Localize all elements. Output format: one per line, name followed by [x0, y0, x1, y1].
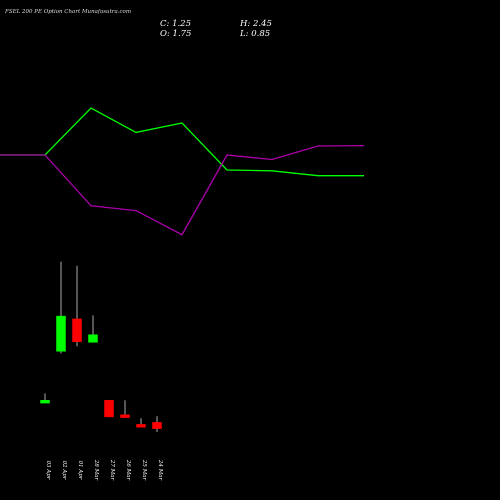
candle-body-up [40, 400, 50, 404]
candle [72, 265, 82, 347]
candle-body-up [56, 315, 66, 352]
x-tick-label: 27 Mar [109, 459, 115, 481]
high-value: H: 2.45 [240, 19, 272, 29]
candle [136, 418, 146, 428]
x-tick-label: 03 Apr [45, 461, 51, 480]
candle [120, 400, 130, 418]
candle-body-down [72, 318, 82, 342]
magenta-line-series [0, 144, 365, 236]
candle [88, 315, 98, 343]
open-value: O: 1.75 [160, 29, 192, 39]
candle-body-down [136, 424, 146, 428]
green-line-series [0, 107, 364, 177]
x-tick-label: 26 Mar [125, 459, 131, 481]
candle-body-down [152, 422, 162, 429]
chart-title: FSEL 200 PE Option Chart Munafasutra.com [5, 9, 132, 15]
x-tick-label: 28 Mar [93, 459, 99, 481]
close-value: C: 1.25 [160, 19, 191, 29]
candle-body-down [104, 400, 114, 418]
candle [56, 261, 66, 354]
candle [152, 416, 162, 432]
candle [40, 393, 50, 404]
low-value: L: 0.85 [240, 29, 271, 39]
candlestick-layer [40, 261, 162, 432]
x-tick-label: 24 Mar [157, 459, 163, 481]
candle-body-up [88, 334, 98, 343]
candle-body-down [120, 414, 130, 418]
x-tick-label: 02 Apr [61, 461, 67, 480]
candle [104, 400, 114, 418]
x-tick-label: 01 Apr [77, 461, 83, 480]
x-axis-labels: 03 Apr 02 Apr 01 Apr 28 Mar 27 Mar 26 Mar 25 M… [45, 459, 163, 481]
line-series-layer [0, 107, 365, 236]
x-tick-label: 25 Mar [141, 459, 147, 481]
